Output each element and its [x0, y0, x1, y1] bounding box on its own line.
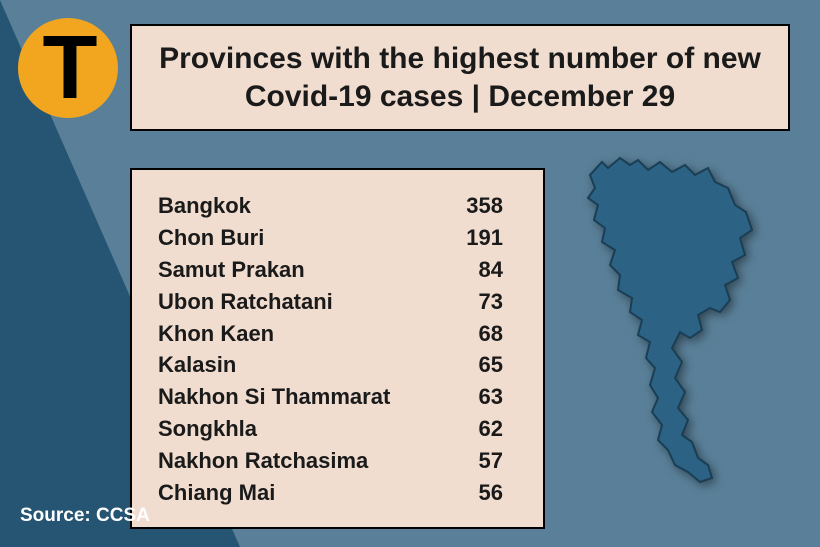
- logo-letter: T: [43, 23, 94, 113]
- table-row: Chon Buri 191: [158, 222, 535, 254]
- table-row: Samut Prakan 84: [158, 254, 535, 286]
- province-cases: 84: [477, 254, 535, 286]
- province-name: Nakhon Si Thammarat: [158, 381, 390, 413]
- thailand-map-icon: [560, 150, 780, 510]
- province-name: Ubon Ratchatani: [158, 286, 333, 318]
- province-cases: 68: [477, 318, 535, 350]
- province-cases: 56: [477, 477, 535, 509]
- province-cases: 358: [466, 190, 535, 222]
- province-name: Samut Prakan: [158, 254, 305, 286]
- source-label: Source: CCSA: [20, 505, 150, 527]
- province-name: Songkhla: [158, 413, 257, 445]
- province-cases: 191: [466, 222, 535, 254]
- table-row: Nakhon Si Thammarat 63: [158, 381, 535, 413]
- province-name: Bangkok: [158, 190, 251, 222]
- province-cases: 63: [477, 381, 535, 413]
- province-cases: 57: [477, 445, 535, 477]
- data-panel: Bangkok 358 Chon Buri 191 Samut Prakan 8…: [130, 168, 545, 529]
- province-name: Chon Buri: [158, 222, 264, 254]
- logo-circle: T: [18, 18, 118, 118]
- table-row: Khon Kaen 68: [158, 318, 535, 350]
- table-row: Bangkok 358: [158, 190, 535, 222]
- table-row: Chiang Mai 56: [158, 477, 535, 509]
- province-cases: 65: [477, 349, 535, 381]
- title-text: Provinces with the highest number of new…: [152, 40, 768, 115]
- province-cases: 62: [477, 413, 535, 445]
- province-cases: 73: [477, 286, 535, 318]
- title-panel: Provinces with the highest number of new…: [130, 24, 790, 131]
- table-row: Ubon Ratchatani 73: [158, 286, 535, 318]
- table-row: Songkhla 62: [158, 413, 535, 445]
- province-name: Nakhon Ratchasima: [158, 445, 368, 477]
- table-row: Nakhon Ratchasima 57: [158, 445, 535, 477]
- province-name: Chiang Mai: [158, 477, 275, 509]
- province-name: Kalasin: [158, 349, 236, 381]
- table-row: Kalasin 65: [158, 349, 535, 381]
- province-name: Khon Kaen: [158, 318, 274, 350]
